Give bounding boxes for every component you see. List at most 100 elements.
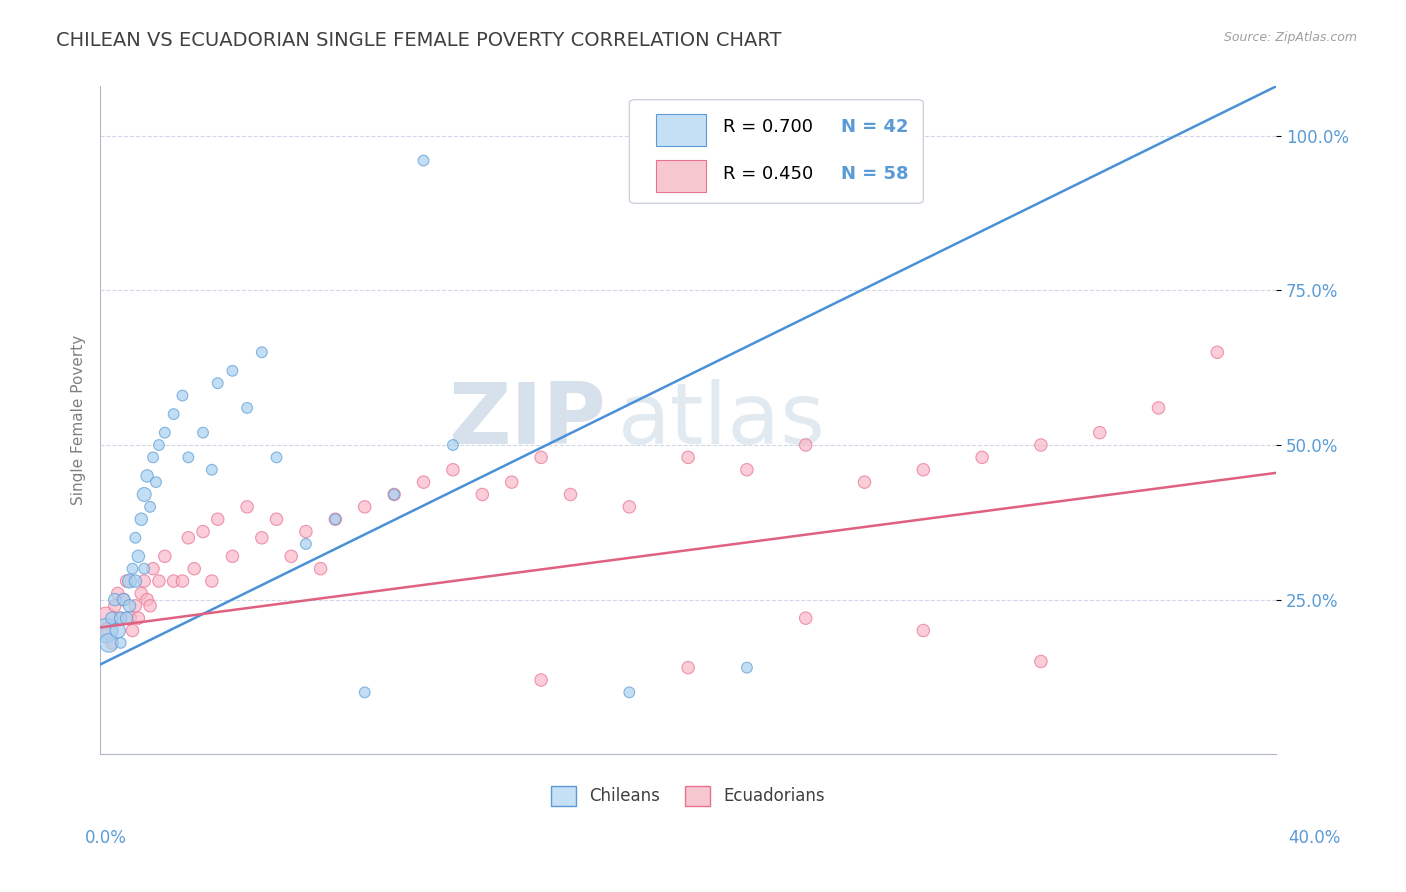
Point <box>221 549 243 564</box>
Point <box>97 636 120 650</box>
Point <box>266 512 288 526</box>
Text: N = 58: N = 58 <box>841 165 908 183</box>
Point <box>201 463 224 477</box>
Point <box>382 487 405 501</box>
Point <box>1029 655 1052 669</box>
Point <box>172 574 194 588</box>
Point <box>118 611 141 625</box>
Point <box>139 599 162 613</box>
Point <box>127 549 149 564</box>
Point <box>912 624 935 638</box>
Point <box>115 574 138 588</box>
Point <box>1029 438 1052 452</box>
Point <box>471 487 494 501</box>
Point <box>972 450 994 465</box>
Point <box>136 469 159 483</box>
Point <box>97 624 120 638</box>
Point <box>912 463 935 477</box>
Point <box>153 549 176 564</box>
Point <box>250 345 273 359</box>
FancyBboxPatch shape <box>657 161 706 193</box>
Point <box>121 624 143 638</box>
Point <box>441 438 464 452</box>
Y-axis label: Single Female Poverty: Single Female Poverty <box>72 335 86 506</box>
Point <box>136 592 159 607</box>
Point <box>323 512 346 526</box>
Point <box>101 611 124 625</box>
Point <box>142 450 165 465</box>
Point <box>619 500 641 514</box>
Text: CHILEAN VS ECUADORIAN SINGLE FEMALE POVERTY CORRELATION CHART: CHILEAN VS ECUADORIAN SINGLE FEMALE POVE… <box>56 31 782 50</box>
Point <box>1206 345 1229 359</box>
Point <box>266 450 288 465</box>
Text: 0.0%: 0.0% <box>84 829 127 847</box>
Point <box>735 660 758 674</box>
Point <box>94 624 117 638</box>
Point <box>295 524 318 539</box>
Text: atlas: atlas <box>617 379 825 462</box>
Point <box>142 562 165 576</box>
Text: ZIP: ZIP <box>449 379 606 462</box>
Point <box>221 364 243 378</box>
Point <box>250 531 273 545</box>
Point <box>101 636 124 650</box>
Point <box>104 592 127 607</box>
Point <box>191 425 214 440</box>
Point <box>353 685 375 699</box>
Point <box>145 475 167 489</box>
Point <box>382 487 405 501</box>
FancyBboxPatch shape <box>657 114 706 146</box>
Point <box>794 611 817 625</box>
Point <box>112 592 135 607</box>
Point <box>236 500 259 514</box>
Text: 40.0%: 40.0% <box>1288 829 1341 847</box>
Point <box>735 463 758 477</box>
Point <box>129 512 152 526</box>
Point <box>118 574 141 588</box>
Point <box>107 586 129 600</box>
Text: R = 0.700: R = 0.700 <box>724 119 814 136</box>
Point <box>676 450 699 465</box>
Point <box>530 450 553 465</box>
Point <box>353 500 375 514</box>
Point <box>530 673 553 687</box>
Point <box>560 487 582 501</box>
Point <box>412 475 434 489</box>
Point <box>107 624 129 638</box>
Point <box>148 438 170 452</box>
Point <box>134 574 156 588</box>
Point <box>153 425 176 440</box>
Point <box>323 512 346 526</box>
Point <box>104 599 127 613</box>
Point <box>110 636 132 650</box>
Point <box>139 500 162 514</box>
Point <box>124 599 146 613</box>
Point <box>162 574 184 588</box>
Point <box>183 562 205 576</box>
Point <box>441 463 464 477</box>
Point <box>207 376 229 391</box>
Point <box>134 487 156 501</box>
Point <box>201 574 224 588</box>
Point <box>129 586 152 600</box>
Point <box>236 401 259 415</box>
Point <box>207 512 229 526</box>
Point <box>309 562 332 576</box>
Point <box>110 611 132 625</box>
Point <box>121 562 143 576</box>
Point <box>124 531 146 545</box>
Point <box>134 562 156 576</box>
Point <box>619 685 641 699</box>
Point <box>94 611 117 625</box>
Point <box>191 524 214 539</box>
Point <box>1147 401 1170 415</box>
Point <box>280 549 302 564</box>
Point <box>112 592 135 607</box>
Point <box>295 537 318 551</box>
Point <box>110 611 132 625</box>
Text: N = 42: N = 42 <box>841 119 908 136</box>
Point <box>127 611 149 625</box>
Point <box>794 438 817 452</box>
Point <box>853 475 876 489</box>
Point <box>412 153 434 168</box>
